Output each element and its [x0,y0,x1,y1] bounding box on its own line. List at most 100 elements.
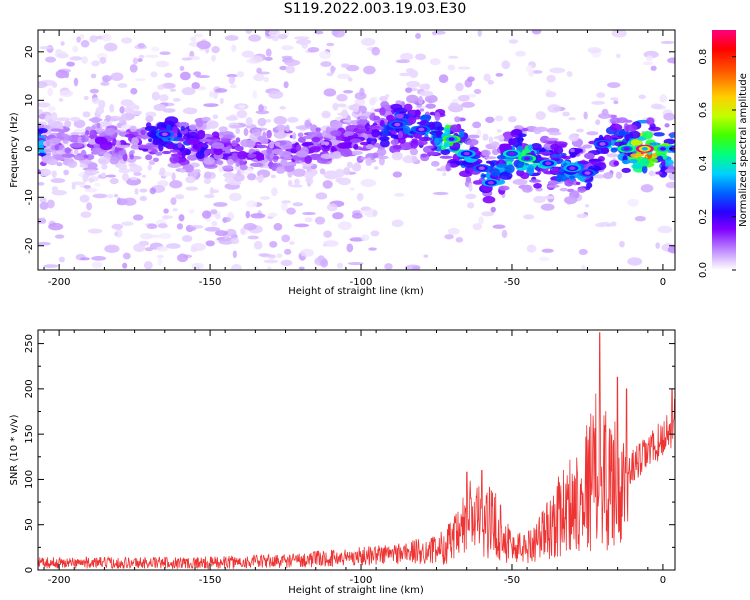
heatmap-cell [591,100,605,105]
heatmap-cell [641,165,648,174]
heatmap-cell [370,230,380,237]
bottom-y-tick-label: 0 [24,567,35,573]
heatmap-cell [157,84,165,90]
heatmap-cell [465,176,472,183]
heatmap-cell [91,261,103,269]
heatmap-cell [99,56,107,64]
heatmap-core [161,132,168,137]
heatmap-cell [265,119,272,123]
heatmap-cell [511,128,522,136]
heatmap-cell [80,257,91,261]
heatmap-cell [206,120,219,129]
heatmap-cell [101,33,112,42]
heatmap-cell [379,107,386,116]
heatmap-cell [302,141,314,147]
heatmap-cell [447,227,460,235]
heatmap-cell [197,138,212,143]
heatmap-cell [191,262,204,270]
heatmap-cell [246,140,256,148]
heatmap-cell [177,253,189,263]
heatmap-cell [449,160,459,164]
heatmap-cell [586,131,599,136]
heatmap-cell [415,32,421,39]
heatmap-cell [129,153,134,160]
heatmap-cell [63,169,70,176]
colorbar-tick-label: 0.2 [698,209,709,225]
heatmap-cell [224,35,239,41]
heatmap-cell [150,71,158,78]
heatmap-cell [592,174,607,179]
heatmap-core [508,151,515,156]
heatmap-cell [665,181,675,189]
heatmap-cell [273,116,287,125]
heatmap-cell [650,65,657,71]
heatmap-cell [176,223,184,230]
heatmap-cell [134,188,139,195]
heatmap-cell [547,104,561,113]
heatmap-cell [102,120,108,125]
heatmap-cell [326,203,338,212]
heatmap-cell [181,150,186,159]
heatmap-cell [562,111,570,117]
heatmap-cell [79,163,85,168]
heatmap-cell [70,132,81,136]
heatmap-cell [135,78,147,82]
heatmap-cell [349,237,365,242]
heatmap-cell [296,144,302,151]
heatmap-cell [576,128,584,133]
heatmap-cell [533,182,542,189]
heatmap-cell [81,135,86,143]
heatmap-cell [555,173,563,183]
heatmap-cell [496,129,502,133]
heatmap-cell [203,163,216,168]
heatmap-cell [267,266,272,270]
heatmap-cell [391,151,403,161]
heatmap-cell [429,58,441,66]
heatmap-cell [180,126,186,132]
heatmap-core [418,127,425,132]
heatmap-cell [148,138,153,143]
heatmap-cell [615,171,623,179]
heatmap-cell [82,111,91,118]
heatmap-cell [119,106,125,114]
heatmap-cell [613,130,626,137]
heatmap-cell [133,172,142,176]
heatmap-cell [458,130,465,138]
top-x-tick-label: -50 [504,277,520,288]
heatmap-cell [322,112,331,117]
heatmap-cell [132,214,144,221]
heatmap-core [599,142,606,146]
heatmap-cell [229,124,243,129]
heatmap-cell [53,137,60,145]
heatmap-cell [625,133,630,142]
heatmap-cell [236,71,245,78]
heatmap-cell [132,57,139,65]
heatmap-cell [115,144,130,149]
heatmap-cell [588,158,603,163]
heatmap-cell [269,141,275,149]
heatmap-cell [371,129,380,138]
heatmap-cell [429,111,436,116]
heatmap-cell [424,83,430,91]
heatmap-cell [91,170,100,175]
heatmap-cell [473,88,482,95]
top-x-tick-label: -150 [199,277,222,288]
heatmap-cell [320,258,329,268]
heatmap-cell [73,149,79,155]
heatmap-cell [56,131,66,140]
heatmap-cell [235,127,241,135]
heatmap-cell [100,172,106,178]
heatmap-cell [364,122,371,132]
top-x-tick-label: 0 [660,277,666,288]
heatmap-cell [285,65,296,74]
heatmap-cell [595,119,601,126]
heatmap-cell [379,96,388,102]
heatmap-cell [157,223,168,229]
heatmap-cell [284,59,301,66]
heatmap-cell [472,121,482,129]
heatmap-cell [238,105,246,109]
colorbar-tick-label: 0.6 [698,102,709,118]
heatmap-cell [356,192,364,202]
heatmap-cell [117,83,128,88]
heatmap-cell [336,262,344,269]
